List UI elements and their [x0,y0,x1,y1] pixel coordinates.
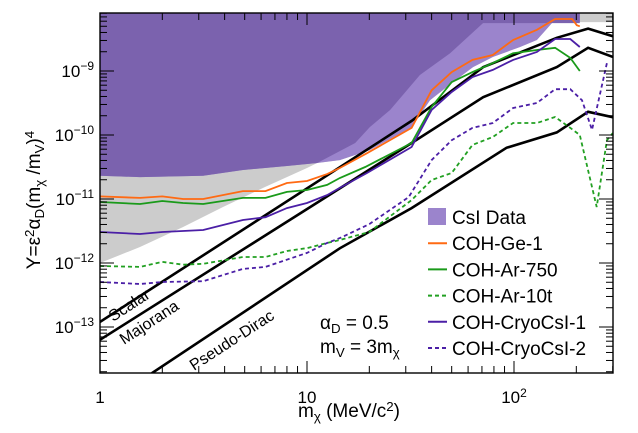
theory-line-pseudo-dirac [151,110,613,373]
legend-label: COH-CryoCsI-2 [452,339,586,360]
label-part: V [336,345,345,360]
tick-exp: −9 [80,59,94,73]
legend-swatch-csi-data [428,208,446,225]
tick-exp: 2 [520,386,527,400]
label-part: = 3m [345,337,393,358]
label-part: = 0.5 [341,313,389,334]
mediator-mass-annotation: mV = 3mχ [320,337,400,360]
label-part: 4 [22,131,37,138]
label-part: /m [24,153,45,179]
tick-base: 10 [55,318,74,337]
label-part: α [24,219,45,230]
label-part: χ [32,180,47,187]
label-part: χ [393,345,400,360]
label-part: m [298,401,314,422]
sensitivity-curves [100,18,613,285]
y-tick-label: 10−12 [55,251,95,273]
label-part: V [32,144,47,153]
label-part: α [320,313,331,334]
x-axis-label: mχ (MeV/c2) [298,399,400,424]
x-tick-label: 10 [298,388,317,407]
legend-label: COH-Ar-750 [452,260,558,281]
x-tick-label: 1 [95,388,104,407]
tick-exp: −13 [74,315,95,329]
label-part: (MeV/c [321,401,386,422]
tick-base: 10 [501,388,520,407]
label-part: 2 [386,399,393,414]
series-coh-ge-1 [100,18,581,200]
tick-base: 10 [61,62,80,81]
label-part: (m [24,187,45,209]
legend-label: CsI Data [452,208,526,229]
tick-exp: −11 [75,187,95,201]
tick-base: 10 [56,190,75,209]
y-axis-label: Y=ε2αD(mχ /mV)4 [22,131,47,269]
y-tick-label: 10−13 [55,315,95,337]
legend: CsI Data COH-Ge-1 COH-Ar-750 COH-Ar-10t COH-… [428,208,586,360]
y-tick-label: 10−11 [56,187,95,209]
label-part: Y=ε [24,236,45,269]
series-coh-ar-750 [100,46,581,205]
tick-exp: −12 [74,251,95,265]
label-part: D [331,321,341,336]
legend-label: COH-Ar-10t [452,287,553,308]
label-part: χ [314,409,321,424]
label-part: ) [24,138,45,144]
tick-base: 10 [55,254,74,273]
tick-base: 10 [55,126,74,145]
label-part: D [32,209,47,219]
x-tick-label: 102 [501,386,527,407]
tick-exp: −10 [74,123,95,137]
plot-frame [99,12,614,374]
annotations: αD = 0.5mV = 3mχ [320,313,400,360]
theory-line-majorana [100,46,613,341]
label-part: 2 [22,230,37,237]
y-tick-label: 10−9 [61,59,94,81]
tick-base: 1 [95,388,104,407]
csi-data-dark-region [100,13,580,178]
series-coh-cryocsi-1 [100,38,581,235]
legend-label: COH-Ge-1 [452,234,543,255]
alpha-d-annotation: αD = 0.5 [320,313,389,336]
y-tick-label: 10−10 [55,123,95,145]
label-part: ) [394,401,400,422]
series-coh-ar-10t [100,116,613,268]
legend-label: COH-CryoCsI-1 [452,313,586,334]
label-part: m [320,337,336,358]
tick-base: 10 [298,388,317,407]
